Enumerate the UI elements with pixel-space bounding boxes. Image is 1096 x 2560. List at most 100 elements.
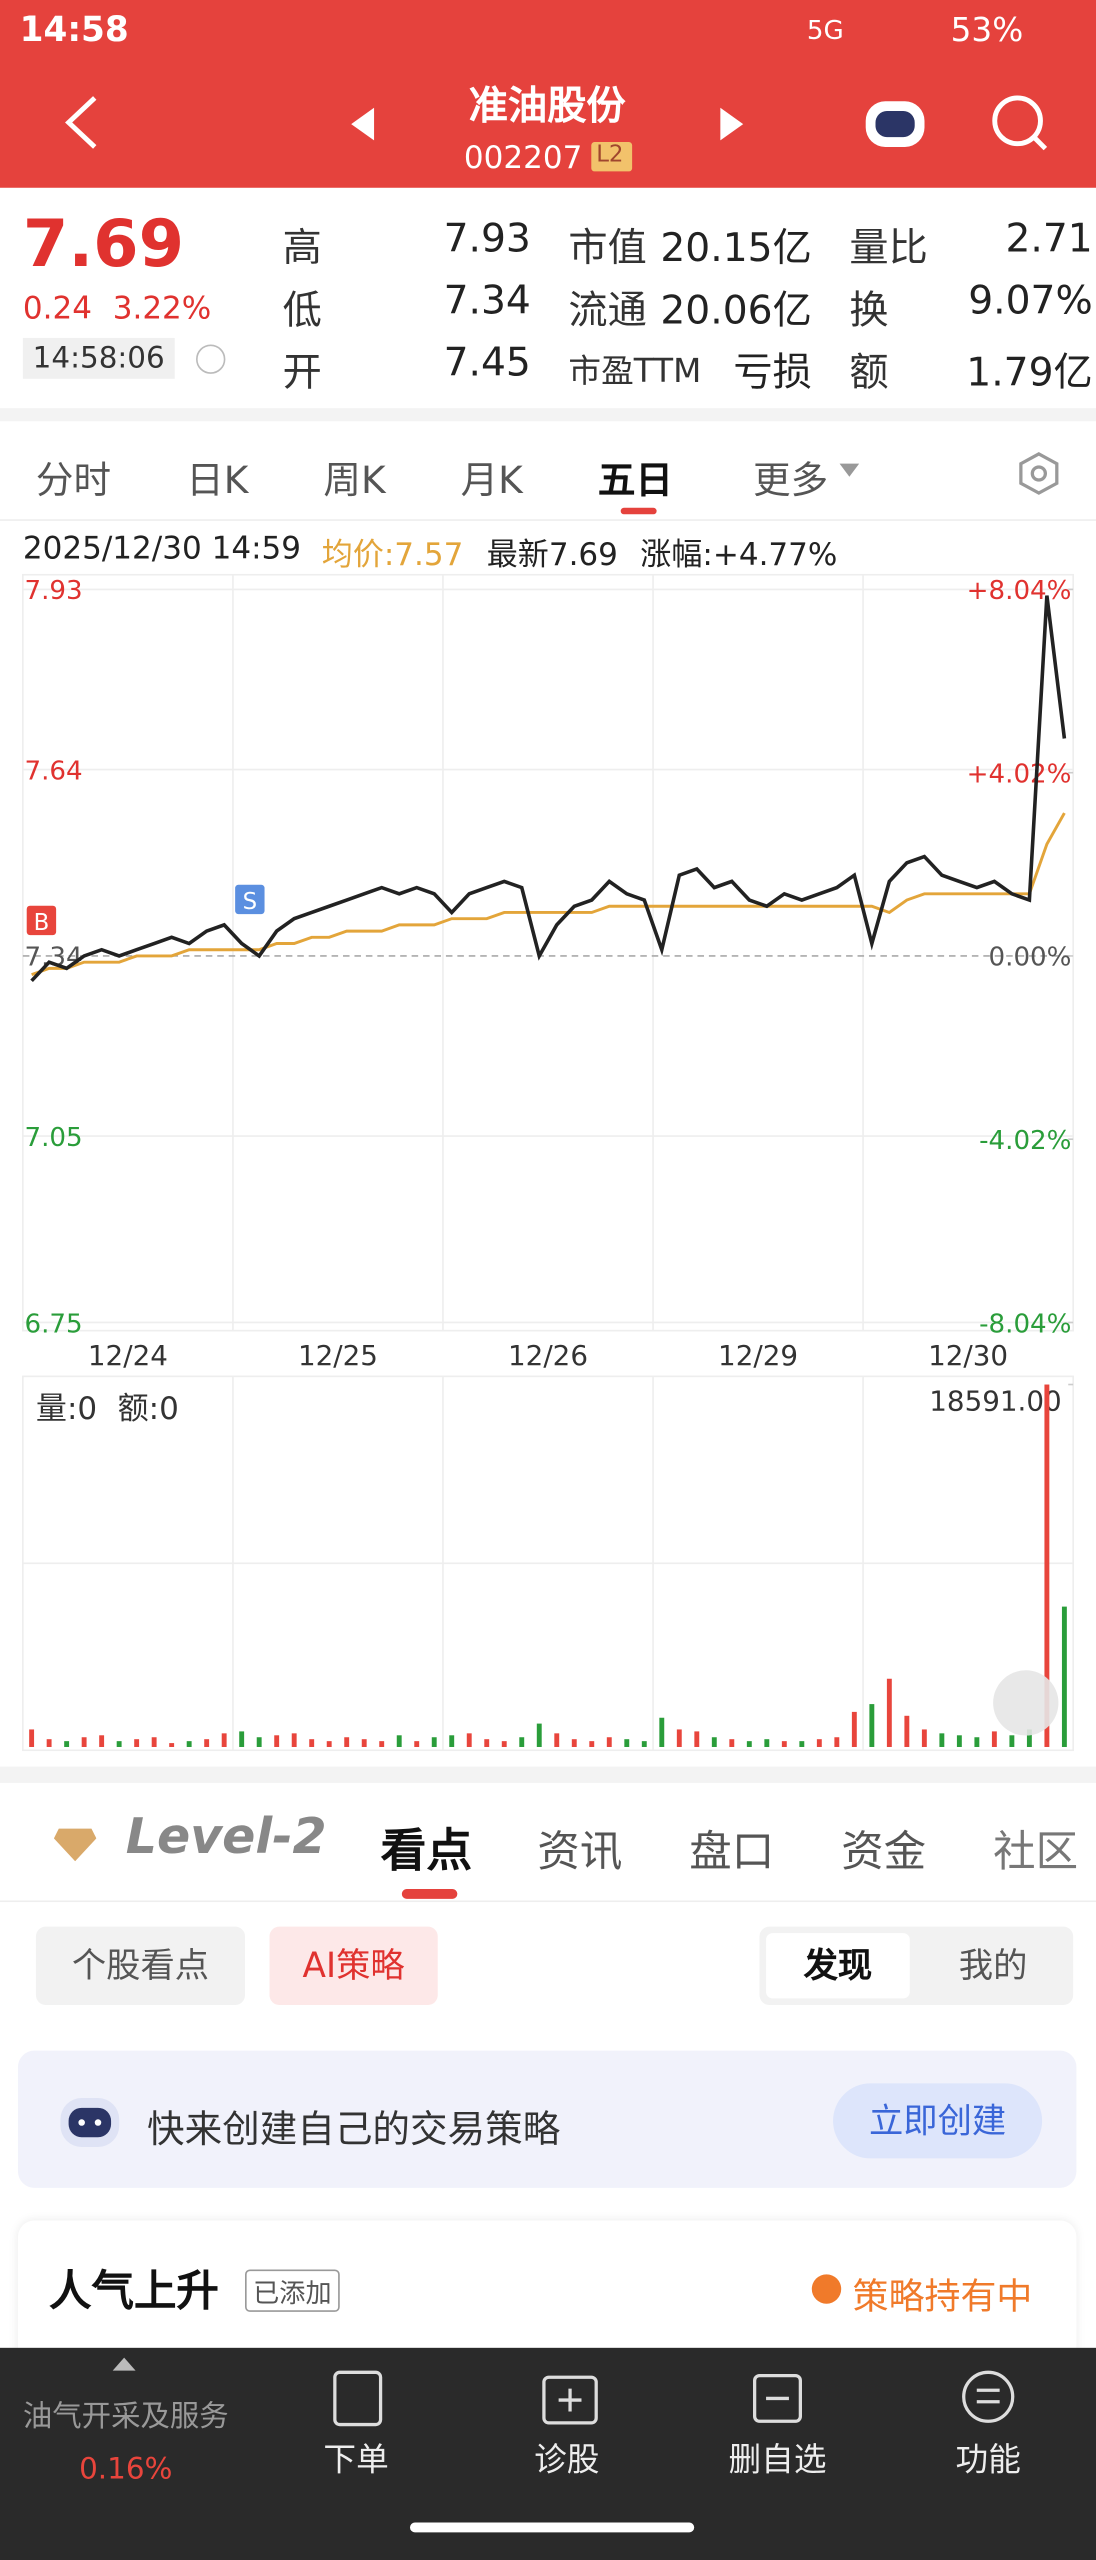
- nav-item[interactable]: 下单: [323, 2439, 389, 2479]
- y2-tick-label: 0.00%: [989, 943, 1072, 973]
- volume-bar: [466, 1733, 472, 1747]
- volume-bar: [414, 1741, 420, 1747]
- volume-bar: [134, 1739, 140, 1747]
- x-tick-label: 12/29: [718, 1339, 798, 1372]
- content-tab[interactable]: 社区: [993, 1828, 1079, 1878]
- stat-value: 7.34: [443, 277, 531, 324]
- toggle-option-active[interactable]: 发现: [766, 1933, 910, 1999]
- level2-logo: Level-2: [125, 1809, 327, 1867]
- volume-bar: [676, 1729, 682, 1747]
- volume-bar: [659, 1717, 665, 1747]
- chip[interactable]: 个股看点: [35, 1926, 246, 2005]
- volume-bar: [624, 1739, 630, 1747]
- chart-datetime: 2025/12/30 14:59: [22, 530, 302, 567]
- y-tick-label: 7.05: [25, 1123, 83, 1153]
- stat-value: 2.71: [1005, 215, 1093, 262]
- volume-bar: [116, 1741, 122, 1747]
- stat-value: 20.15亿: [660, 225, 812, 272]
- stat-value: 9.07%: [968, 277, 1093, 324]
- volume-bar: [344, 1737, 350, 1747]
- more-arrow: [839, 463, 860, 477]
- period-tab[interactable]: 日K: [186, 460, 249, 503]
- volume-bar: [536, 1723, 542, 1747]
- content-tab[interactable]: 资讯: [537, 1828, 623, 1878]
- volume-bar: [1026, 1729, 1032, 1747]
- volume-bar: [204, 1739, 210, 1747]
- next-icon[interactable]: [720, 107, 744, 141]
- period-tab[interactable]: 周K: [323, 460, 386, 503]
- period-tab[interactable]: 月K: [460, 460, 523, 503]
- stock-name: 准油股份: [468, 83, 626, 129]
- status-battery: 53%: [950, 9, 1024, 49]
- period-tab[interactable]: 分时: [35, 460, 112, 503]
- search-icon[interactable]: [992, 95, 1043, 147]
- content-tab[interactable]: 资金: [841, 1828, 927, 1878]
- volume-bar: [1061, 1606, 1067, 1747]
- card-tag: 已添加: [245, 2269, 340, 2312]
- stat-label: 高: [282, 225, 322, 272]
- nav-item[interactable]: 诊股: [534, 2439, 600, 2479]
- volume-bar: [851, 1711, 857, 1747]
- volume-bar: [396, 1735, 402, 1747]
- volume-bar: [221, 1733, 227, 1747]
- period-tab[interactable]: 更多: [752, 460, 829, 503]
- period-tab-active[interactable]: 五日: [597, 460, 673, 503]
- toggle-option[interactable]: 我的: [958, 1946, 1028, 1986]
- status-network: 5G: [806, 14, 844, 46]
- level2-icon: [53, 1828, 97, 1862]
- trade-mark-bg: [235, 884, 265, 915]
- stat-label: 市值: [568, 225, 647, 272]
- card-title: 人气上升: [49, 2267, 219, 2317]
- prev-icon[interactable]: [351, 107, 375, 141]
- header-icons: [65, 95, 1048, 172]
- volume-bar: [484, 1739, 490, 1747]
- volume-bar: [554, 1733, 560, 1747]
- sector-name[interactable]: 油气开采及服务: [22, 2400, 229, 2435]
- chip-active[interactable]: AI策略: [269, 1926, 438, 2005]
- volume-bar: [939, 1733, 945, 1747]
- trade-mark: S: [243, 889, 258, 915]
- x-tick-label: 12/30: [928, 1339, 1008, 1372]
- volume-bar: [29, 1729, 35, 1747]
- divider: [0, 408, 1096, 422]
- banner-button[interactable]: 立即创建: [833, 2083, 1043, 2159]
- price-line: [30, 595, 1067, 983]
- volume-bar: [571, 1739, 577, 1747]
- nav-item[interactable]: 删自选: [728, 2439, 827, 2479]
- volume-bar: [606, 1737, 612, 1747]
- volume-bar: [816, 1739, 822, 1747]
- fullscreen-button[interactable]: [993, 1670, 1059, 1736]
- x-tick-label: 12/25: [298, 1339, 378, 1372]
- chart: 12/24 12/25 12/26 12/29 12/307.937.647.347.0…: [22, 573, 1074, 1752]
- l2-badge-bg: [591, 142, 633, 172]
- stat-value: 7.45: [443, 339, 531, 386]
- divider: [0, 519, 1096, 521]
- divider: [0, 1900, 1096, 1903]
- status-icon: [811, 2274, 842, 2304]
- content-tab-active[interactable]: 看点: [380, 1823, 473, 1878]
- volume-bar: [921, 1729, 927, 1747]
- back-icon[interactable]: [65, 96, 97, 149]
- volume-label: 量:0: [35, 1391, 98, 1427]
- volume-bar: [361, 1739, 367, 1747]
- content-tab[interactable]: 盘口: [689, 1828, 775, 1878]
- settings-icon[interactable]: [1016, 451, 1062, 497]
- volume-bar: [186, 1741, 192, 1747]
- volume-bar: [641, 1741, 647, 1747]
- volume-bar: [904, 1715, 910, 1747]
- volume-bar: [799, 1741, 805, 1747]
- change-pct: 3.22%: [112, 290, 212, 327]
- nav-item[interactable]: 功能: [955, 2439, 1021, 2479]
- trade-mark: B: [34, 910, 50, 936]
- info-icon[interactable]: [196, 344, 226, 374]
- stock-code: 002207: [463, 140, 583, 177]
- chart-latest: 最新7.69: [486, 537, 618, 574]
- volume-bar: [379, 1741, 385, 1747]
- y-tick-label: 6.75: [25, 1309, 83, 1339]
- amount-label: 额:0: [117, 1391, 179, 1427]
- plot-frame: [22, 573, 1074, 1332]
- stat-value: 1.79亿: [966, 349, 1093, 396]
- sector-change: 0.16%: [79, 2452, 173, 2487]
- volume-bar: [326, 1741, 332, 1747]
